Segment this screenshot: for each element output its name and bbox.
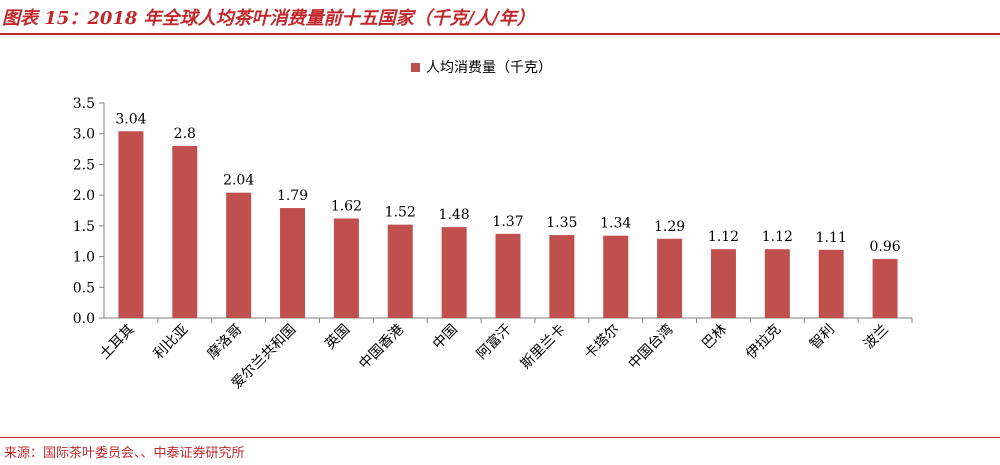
bar xyxy=(818,249,844,318)
x-tick-label: 中国台湾 xyxy=(625,321,677,373)
bar xyxy=(603,235,629,318)
bar xyxy=(226,192,252,318)
source-note: 来源：国际茶叶委员会、、中泰证券研究所 xyxy=(4,446,245,461)
bar xyxy=(441,227,467,318)
y-tick-label: 0.5 xyxy=(73,280,95,296)
bar xyxy=(657,238,683,318)
bar xyxy=(118,131,144,318)
data-label: 1.11 xyxy=(816,230,847,246)
y-tick-label: 1.0 xyxy=(73,250,95,266)
x-tick-label: 土耳其 xyxy=(97,322,138,363)
y-tick-label: 2.0 xyxy=(73,188,95,204)
data-label: 1.37 xyxy=(492,214,523,230)
title-divider xyxy=(0,33,1000,35)
y-tick-label: 3.5 xyxy=(73,96,95,112)
data-label: 1.48 xyxy=(439,207,470,223)
x-tick-label: 伊拉克 xyxy=(743,322,784,363)
footer-divider xyxy=(0,437,1000,438)
legend-label: 人均消费量（千克） xyxy=(426,60,552,76)
data-label: 1.29 xyxy=(654,219,685,235)
bar xyxy=(764,249,790,318)
x-tick-label: 摩洛哥 xyxy=(204,321,246,363)
data-label: 1.35 xyxy=(546,215,577,231)
x-tick-label: 中国 xyxy=(430,322,461,353)
legend-swatch xyxy=(411,63,420,72)
y-tick-label: 1.5 xyxy=(73,219,95,235)
bar-chart: 人均消费量（千克） 0.0 0.5 1.0 1.5 2.0 2.5 3.0 3.5 3.04 土耳其… xyxy=(73,60,913,392)
bar xyxy=(172,146,198,318)
x-tick-label: 巴林 xyxy=(699,322,730,353)
x-tick-label: 英国 xyxy=(321,321,353,353)
x-tick-label: 阿富汗 xyxy=(473,321,515,363)
bar xyxy=(495,233,521,318)
y-tick-label: 2.5 xyxy=(73,157,95,173)
data-label: 1.12 xyxy=(708,229,739,245)
data-label: 2.04 xyxy=(223,173,254,189)
data-label: 3.04 xyxy=(115,111,146,127)
bar xyxy=(280,208,306,318)
bar xyxy=(387,224,413,318)
bar xyxy=(872,259,898,318)
x-tick-label: 中国香港 xyxy=(356,322,407,373)
x-tick-label: 智利 xyxy=(807,322,838,353)
data-label: 1.79 xyxy=(277,188,308,204)
data-label: 1.12 xyxy=(762,229,793,245)
bar xyxy=(710,249,736,318)
x-tick-label: 利比亚 xyxy=(151,322,192,363)
y-tick-label: 3.0 xyxy=(73,127,95,143)
data-label: 2.8 xyxy=(174,126,196,142)
x-tick-label: 波兰 xyxy=(861,322,892,353)
data-label: 1.34 xyxy=(600,216,631,232)
data-label: 1.62 xyxy=(331,198,362,214)
chart-title: 图表 15：2018 年全球人均茶叶消费量前十五国家（千克/人/年） xyxy=(2,8,535,29)
data-label: 0.96 xyxy=(869,239,900,255)
x-tick-label: 斯里兰卡 xyxy=(518,322,569,373)
bar xyxy=(549,235,575,318)
y-tick-label: 0.0 xyxy=(73,311,95,327)
x-tick-label: 卡塔尔 xyxy=(582,322,623,363)
data-label: 1.52 xyxy=(385,205,416,221)
bar xyxy=(333,218,359,318)
